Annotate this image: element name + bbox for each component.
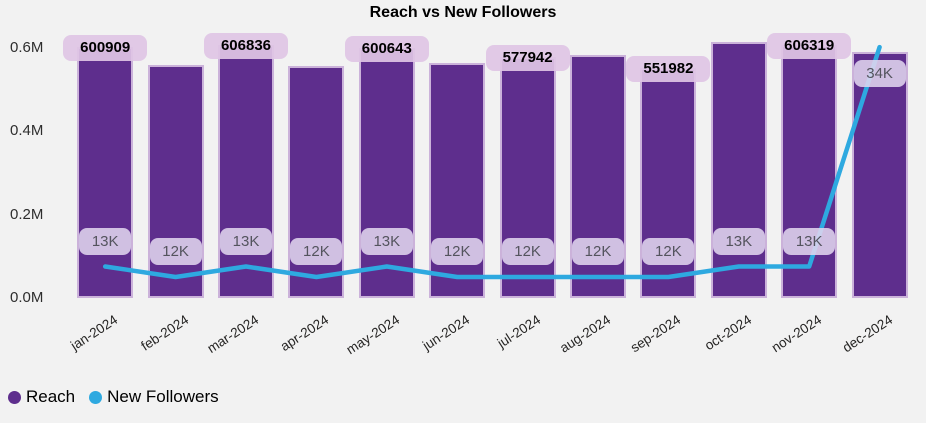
reach-bar-jul-2024[interactable] xyxy=(499,56,556,298)
reach-bar-sep-2024[interactable] xyxy=(640,67,697,298)
x-axis-label-sep-2024: sep-2024 xyxy=(628,312,684,356)
legend-marker-icon xyxy=(89,390,103,404)
reach-bar-apr-2024[interactable] xyxy=(288,65,345,298)
legend-item-reach[interactable]: Reach xyxy=(8,387,75,407)
x-axis-label-apr-2024: apr-2024 xyxy=(278,312,332,355)
x-axis-label-aug-2024: aug-2024 xyxy=(557,312,614,356)
reach-bar-feb-2024[interactable] xyxy=(147,65,204,298)
y-axis-tick: 0.0M xyxy=(10,289,44,306)
y-axis-tick: 0.4M xyxy=(10,122,44,139)
reach-bar-may-2024[interactable] xyxy=(358,47,415,298)
y-axis-tick: 0.6M xyxy=(10,39,44,56)
x-axis-label-feb-2024: feb-2024 xyxy=(137,312,191,354)
x-axis-label-oct-2024: oct-2024 xyxy=(701,312,754,354)
reach-bar-dec-2024[interactable] xyxy=(851,51,908,298)
y-axis-tick: 0.2M xyxy=(10,205,44,223)
reach-bar-jan-2024[interactable] xyxy=(77,47,134,298)
reach-bar-mar-2024[interactable] xyxy=(218,44,274,298)
legend-label: Reach xyxy=(26,387,76,406)
x-axis-label-nov-2024: nov-2024 xyxy=(768,312,825,356)
reach-bar-jun-2024[interactable] xyxy=(429,62,486,298)
reach-bar-nov-2024[interactable] xyxy=(781,45,838,298)
reach-bar-oct-2024[interactable] xyxy=(710,41,767,298)
legend-item-new-followers[interactable]: New Followers xyxy=(89,387,219,407)
x-axis-label-jan-2024: jan-2024 xyxy=(68,312,121,354)
x-axis-label-may-2024: may-2024 xyxy=(343,312,402,358)
legend-marker-icon xyxy=(8,390,21,404)
x-axis-label-jun-2024: jun-2024 xyxy=(420,312,473,354)
chart-title: Reach vs New Followers xyxy=(369,4,557,21)
x-axis-label-jul-2024: jul-2024 xyxy=(494,312,543,351)
legend-label: New Followers xyxy=(107,387,219,406)
x-axis-label-dec-2024: dec-2024 xyxy=(839,312,895,356)
reach-bar-aug-2024[interactable] xyxy=(570,54,626,298)
x-axis-label-mar-2024: mar-2024 xyxy=(204,312,262,357)
legend: Reach New Followers xyxy=(8,387,219,407)
